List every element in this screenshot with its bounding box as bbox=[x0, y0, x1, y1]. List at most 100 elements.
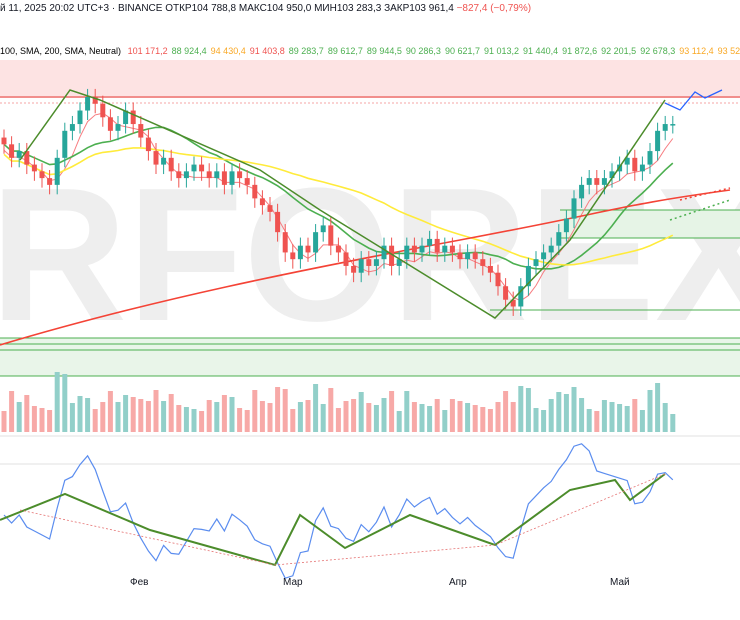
volume-bar bbox=[282, 389, 288, 432]
candle-body bbox=[548, 245, 554, 253]
volume-bar bbox=[662, 403, 668, 432]
candle-body bbox=[563, 218, 569, 233]
candle-body bbox=[54, 157, 60, 185]
candle-body bbox=[69, 124, 75, 131]
candle-body bbox=[62, 130, 68, 158]
volume-bar bbox=[373, 405, 379, 432]
volume-bar bbox=[457, 401, 463, 432]
volume-bar bbox=[639, 410, 645, 432]
volume-bar bbox=[92, 409, 98, 432]
volume-bar bbox=[9, 391, 15, 432]
candle-body bbox=[434, 238, 440, 253]
header-open: ОТКР104 788,8 bbox=[165, 3, 237, 14]
candle-body bbox=[328, 225, 334, 246]
volume-bar bbox=[206, 400, 212, 432]
candle-body bbox=[510, 299, 516, 307]
header-close: ЗАКР103 961,4 bbox=[384, 3, 454, 14]
candle-body bbox=[31, 164, 37, 172]
volume-bar bbox=[563, 394, 569, 432]
indicator-value-14: 93 112,4 bbox=[679, 46, 714, 56]
volume-bar bbox=[290, 409, 296, 432]
volume-bar bbox=[571, 387, 577, 432]
candle-body bbox=[601, 178, 607, 185]
volume-bar bbox=[510, 402, 516, 432]
ma-long-projection bbox=[679, 187, 731, 201]
candle-body bbox=[343, 252, 349, 266]
header-date: й 11, 2025 20:02 UTC+3 bbox=[0, 3, 110, 14]
candle-body bbox=[199, 164, 205, 172]
indicator-value-0: 101 171,2 bbox=[127, 46, 168, 56]
candle-body bbox=[85, 97, 91, 111]
x-label-may: Май bbox=[610, 577, 630, 588]
candle-body bbox=[472, 252, 478, 260]
candle-body bbox=[290, 252, 296, 260]
volume-bar bbox=[419, 404, 425, 432]
volume-bar bbox=[328, 388, 334, 432]
indicator-value-3: 91 403,8 bbox=[249, 46, 285, 56]
volume-bar bbox=[655, 383, 661, 432]
volume-bar bbox=[199, 411, 205, 432]
volume-bar bbox=[115, 402, 121, 432]
candle-body bbox=[503, 286, 509, 300]
volume-bar bbox=[297, 402, 303, 432]
volume-bar bbox=[381, 398, 387, 432]
volume-bar bbox=[183, 407, 189, 432]
ma-long-line bbox=[0, 189, 731, 346]
volume-bar bbox=[335, 408, 341, 432]
volume-bar bbox=[449, 399, 455, 432]
volume-bar bbox=[16, 402, 22, 432]
candle-body bbox=[358, 259, 364, 273]
volume-bar bbox=[69, 403, 75, 432]
volume-bar bbox=[480, 407, 486, 432]
candle-body bbox=[662, 124, 668, 131]
volume-bar bbox=[145, 401, 151, 432]
candle-body bbox=[609, 171, 615, 179]
ma-slow-line bbox=[3, 147, 674, 266]
volume-bar bbox=[39, 408, 45, 432]
candle-body bbox=[366, 259, 372, 266]
indicator-value-12: 92 201,5 bbox=[601, 46, 637, 56]
candle-body bbox=[457, 252, 463, 260]
candle-body bbox=[221, 171, 227, 185]
volume-bar bbox=[168, 394, 174, 432]
indicator-legend: 100, SMA, 200, SMA, Neutral) 101 171,2 88… bbox=[0, 46, 740, 56]
volume-bar bbox=[100, 402, 106, 432]
volume-bar bbox=[594, 411, 600, 432]
candle-body bbox=[320, 225, 326, 233]
candle-body bbox=[442, 245, 448, 253]
candle-body bbox=[244, 178, 250, 185]
volume-bar bbox=[161, 401, 167, 432]
volume-bar bbox=[670, 414, 676, 432]
volume-bar bbox=[533, 408, 539, 432]
volume-bar bbox=[617, 404, 623, 432]
x-label-mar: Мар bbox=[283, 577, 303, 588]
watermark: RFOREX.c bbox=[0, 149, 740, 361]
candle-body bbox=[229, 171, 235, 185]
candle-body bbox=[411, 245, 417, 253]
indicator-value-9: 91 013,2 bbox=[484, 46, 520, 56]
candle-body bbox=[351, 265, 357, 273]
candle-body bbox=[47, 178, 53, 185]
volume-bar bbox=[427, 406, 433, 432]
indicator-value-4: 89 283,7 bbox=[288, 46, 324, 56]
candle-body bbox=[153, 151, 159, 165]
candle-body bbox=[389, 245, 395, 266]
osc-zigzag bbox=[0, 473, 666, 567]
candle-body bbox=[267, 205, 273, 212]
volume-bar bbox=[275, 387, 281, 432]
candle-body bbox=[100, 103, 106, 118]
volume-bar bbox=[221, 395, 227, 432]
volume-bar bbox=[404, 391, 410, 432]
indicator-value-7: 90 286,3 bbox=[405, 46, 441, 56]
candle-body bbox=[214, 171, 220, 179]
volume-bar bbox=[351, 399, 357, 432]
candle-body bbox=[183, 171, 189, 179]
volume-bar bbox=[24, 395, 30, 432]
header-low: МИН103 283,3 bbox=[314, 3, 382, 14]
volume-bar bbox=[191, 409, 197, 432]
x-label-feb: Фев bbox=[130, 577, 149, 588]
volume-bar bbox=[495, 402, 501, 432]
candle-body bbox=[39, 171, 45, 179]
volume-bar bbox=[85, 398, 91, 432]
